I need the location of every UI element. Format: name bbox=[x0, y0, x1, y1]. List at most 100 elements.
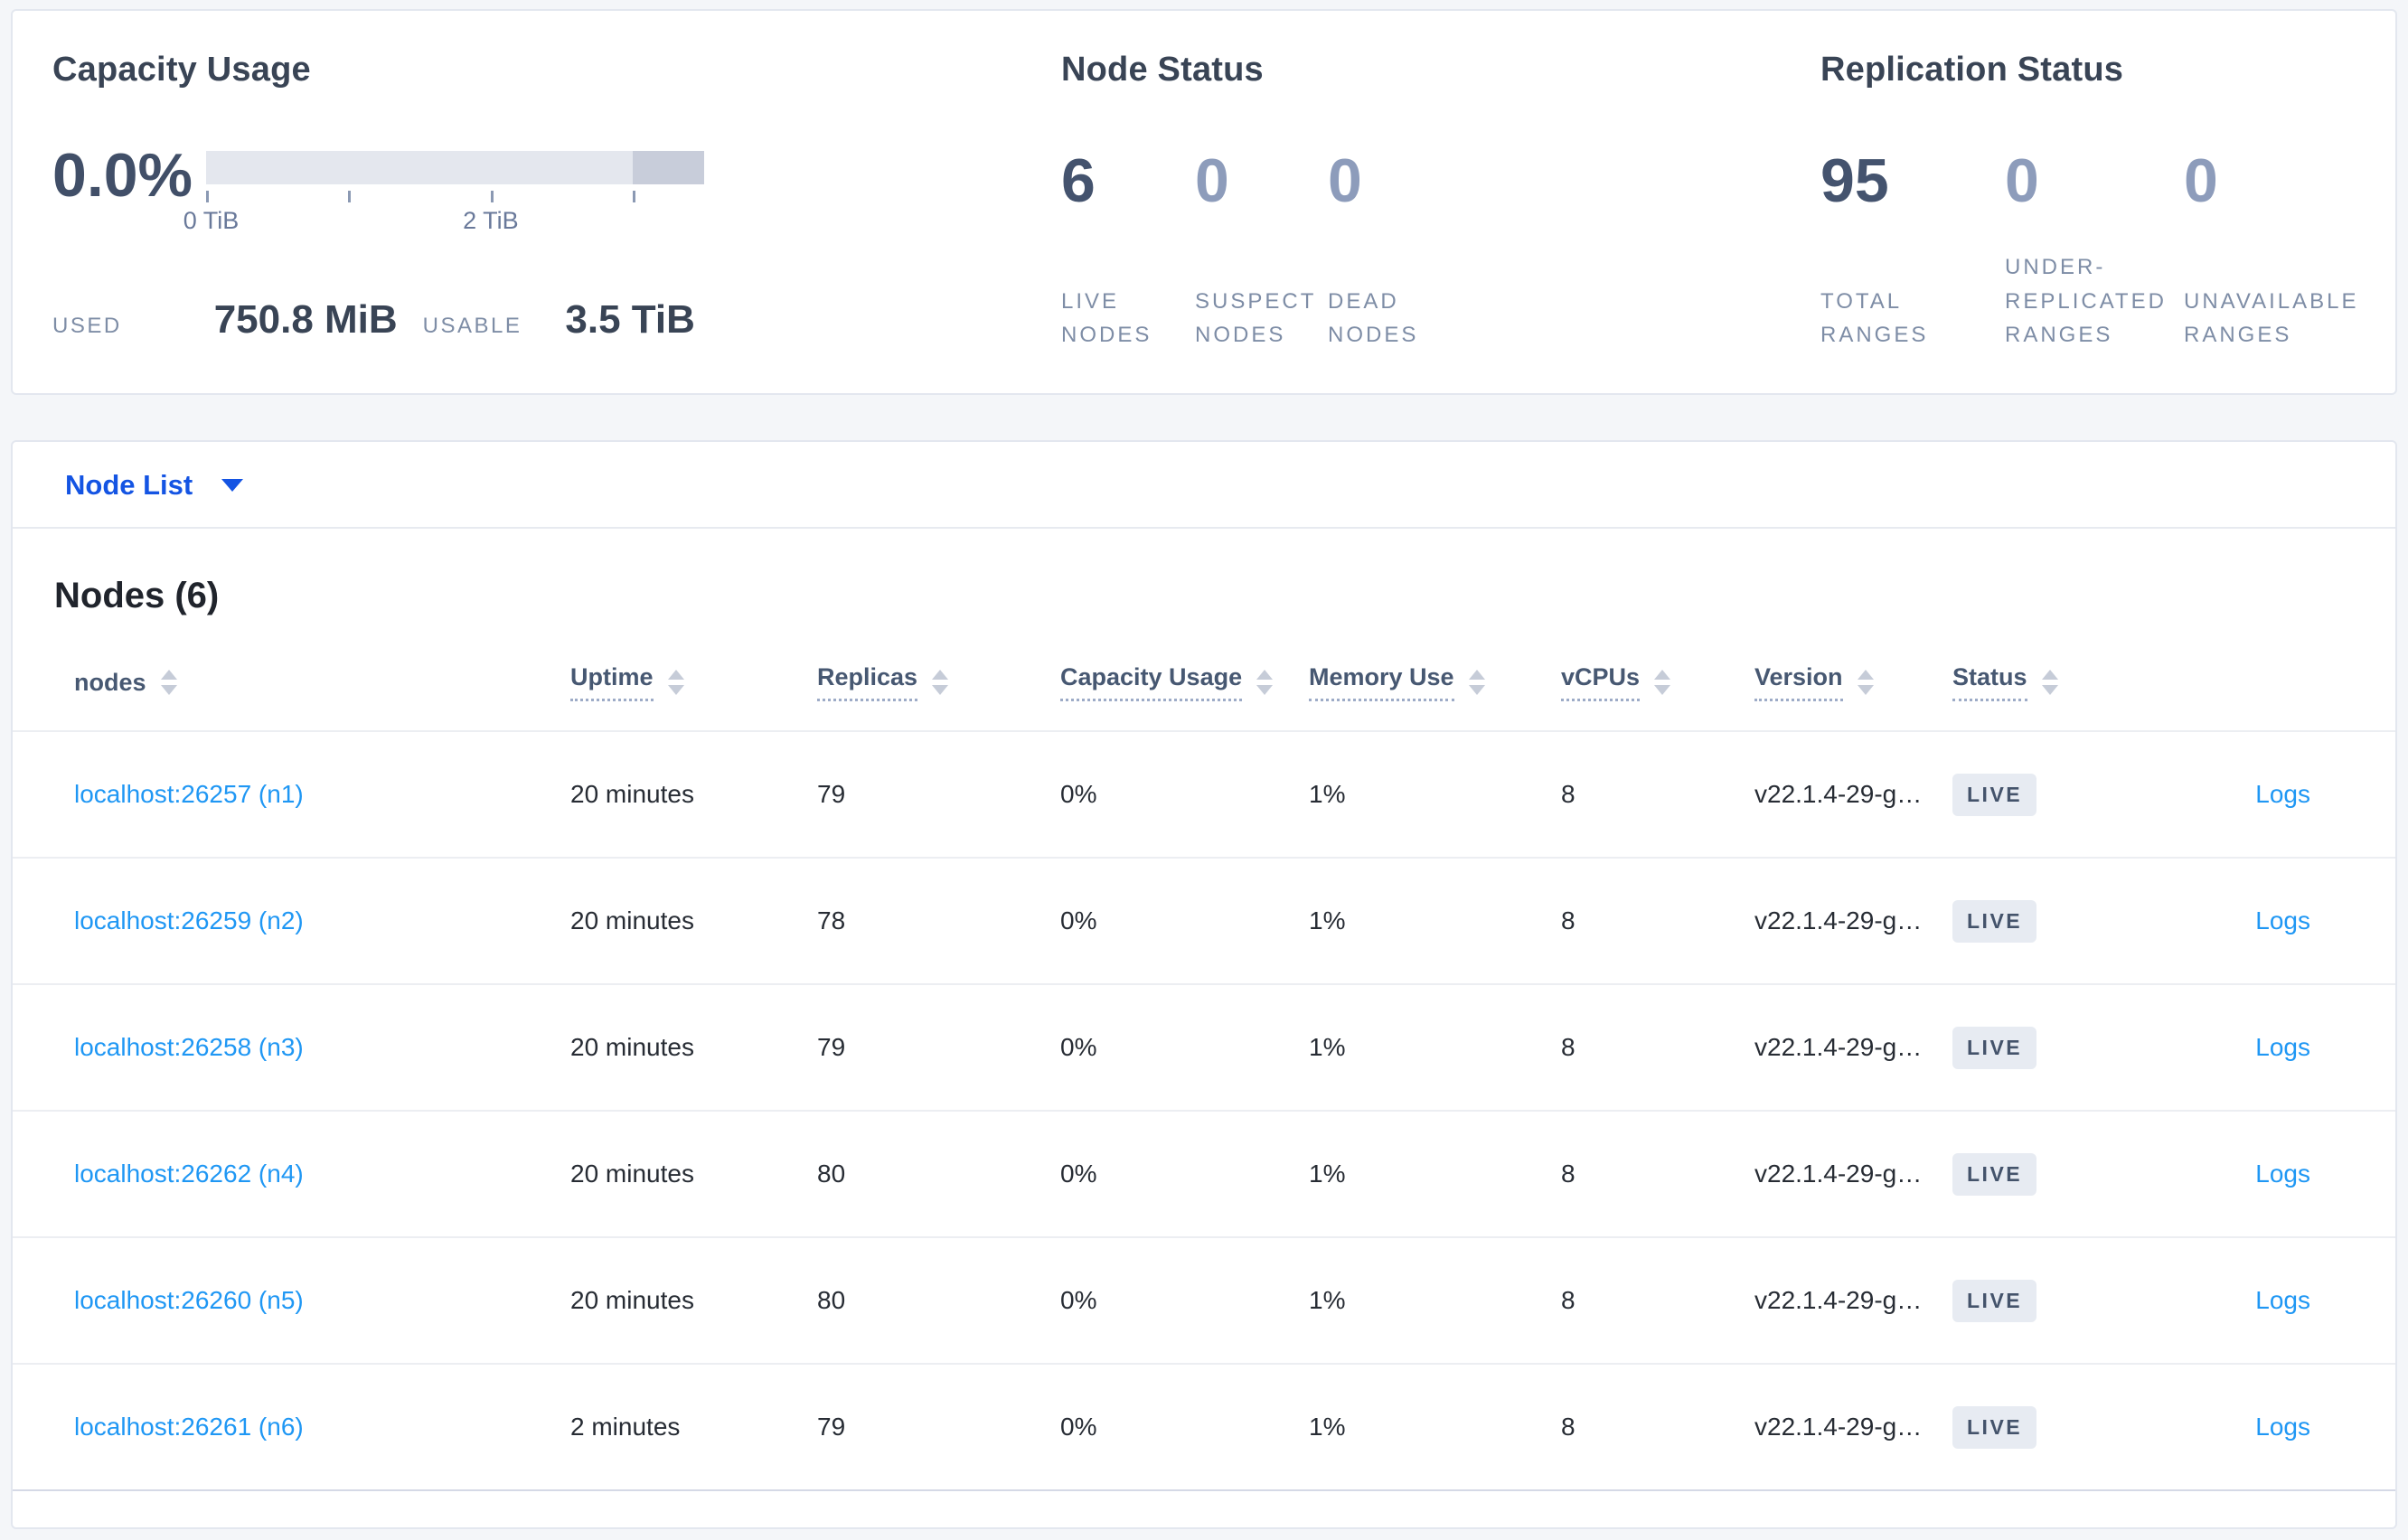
uptime-cell: 20 minutes bbox=[570, 1237, 817, 1365]
live-nodes-metric: 6 LIVE NODES bbox=[1061, 148, 1195, 352]
node-status-section: Node Status 6 LIVE NODES 0 SUSPECT NODES… bbox=[1061, 11, 1820, 393]
dead-nodes-metric: 0 DEAD NODES bbox=[1328, 148, 1419, 352]
capacity-bar: 0 TiB 2 TiB bbox=[183, 151, 704, 238]
node-status-metrics: 6 LIVE NODES 0 SUSPECT NODES 0 DEAD NODE… bbox=[1061, 146, 1820, 352]
version-cell: v22.1.4-29-g… bbox=[1754, 984, 1952, 1112]
capacity-bar-track bbox=[206, 151, 704, 184]
logs-link[interactable]: Logs bbox=[2255, 1033, 2310, 1061]
capacity-usage-title: Capacity Usage bbox=[52, 51, 311, 89]
node-address-link[interactable]: localhost:26258 (n3) bbox=[74, 1033, 304, 1061]
version-cell: v22.1.4-29-g… bbox=[1754, 858, 1952, 985]
replicas-cell: 78 bbox=[817, 858, 1060, 985]
logs-link[interactable]: Logs bbox=[2255, 1160, 2310, 1188]
tick-label-0tib: 0 TiB bbox=[183, 207, 240, 234]
capacity-usage-section: Capacity Usage 0.0% 0 TiB 2 TiB bbox=[52, 11, 1061, 393]
usable-value: 3.5 TiB bbox=[565, 297, 695, 342]
nodes-table: nodes Uptime Replicas Capacity Usage bbox=[13, 622, 2395, 1491]
under-replicated-ranges-metric: 0 UNDER- REPLICATED RANGES bbox=[2005, 146, 2184, 352]
sort-icon bbox=[2041, 670, 2058, 695]
total-ranges-label: TOTAL RANGES bbox=[1820, 288, 1929, 347]
under-replicated-ranges-count: 0 bbox=[2005, 146, 2039, 215]
table-row: localhost:26262 (n4) 20 minutes 80 0% 1%… bbox=[13, 1111, 2395, 1238]
total-ranges-count: 95 bbox=[1820, 146, 1889, 215]
capacity-percent-value: 0.0% bbox=[52, 141, 193, 210]
capacity-usage-chart: 0.0% 0 TiB 2 TiB bbox=[52, 141, 1061, 238]
node-address-link[interactable]: localhost:26262 (n4) bbox=[74, 1160, 304, 1188]
node-address-link[interactable]: localhost:26257 (n1) bbox=[74, 780, 304, 808]
column-header-status[interactable]: Status bbox=[1952, 622, 2106, 732]
node-address-link[interactable]: localhost:26259 (n2) bbox=[74, 906, 304, 934]
node-list-card: Node List Nodes (6) nodes Uptime bbox=[11, 440, 2397, 1529]
memory-use-cell: 1% bbox=[1309, 1111, 1561, 1238]
node-list-dropdown[interactable]: Node List bbox=[13, 442, 2395, 529]
capacity-usage-cell: 0% bbox=[1060, 1237, 1309, 1365]
tick-mark bbox=[633, 191, 636, 202]
sort-icon bbox=[932, 670, 949, 695]
logs-link[interactable]: Logs bbox=[2255, 1286, 2310, 1314]
uptime-cell: 20 minutes bbox=[570, 984, 817, 1112]
vcpus-cell: 8 bbox=[1561, 1237, 1754, 1365]
table-row: localhost:26261 (n6) 2 minutes 79 0% 1% … bbox=[13, 1364, 2395, 1491]
logs-link[interactable]: Logs bbox=[2255, 1413, 2310, 1441]
memory-use-cell: 1% bbox=[1309, 858, 1561, 985]
status-badge: LIVE bbox=[1952, 773, 2037, 816]
tick-mark bbox=[206, 191, 209, 202]
status-badge: LIVE bbox=[1952, 899, 2037, 943]
suspect-nodes-metric: 0 SUSPECT NODES bbox=[1195, 146, 1328, 352]
logs-link[interactable]: Logs bbox=[2255, 906, 2310, 934]
version-cell: v22.1.4-29-g… bbox=[1754, 731, 1952, 859]
vcpus-cell: 8 bbox=[1561, 1111, 1754, 1238]
vcpus-cell: 8 bbox=[1561, 984, 1754, 1112]
column-header-replicas[interactable]: Replicas bbox=[817, 622, 1060, 732]
capacity-bar-ticks bbox=[206, 191, 704, 203]
sort-icon bbox=[1654, 670, 1671, 695]
replication-status-title: Replication Status bbox=[1820, 51, 2124, 89]
node-list-dropdown-label: Node List bbox=[65, 469, 193, 501]
status-badge: LIVE bbox=[1952, 1152, 2037, 1196]
tick-mark bbox=[490, 191, 494, 202]
suspect-nodes-count: 0 bbox=[1195, 146, 1229, 215]
memory-use-cell: 1% bbox=[1309, 731, 1561, 859]
capacity-bar-tick-labels: 0 TiB 2 TiB bbox=[183, 207, 704, 238]
memory-use-cell: 1% bbox=[1309, 1237, 1561, 1365]
sort-icon bbox=[160, 670, 177, 695]
replicas-cell: 79 bbox=[817, 1364, 1060, 1491]
used-value: 750.8 MiB bbox=[213, 297, 398, 342]
table-row: localhost:26258 (n3) 20 minutes 79 0% 1%… bbox=[13, 984, 2395, 1112]
capacity-used-usable-row: USED 750.8 MiB USABLE 3.5 TiB bbox=[52, 297, 1061, 343]
version-cell: v22.1.4-29-g… bbox=[1754, 1111, 1952, 1238]
version-cell: v22.1.4-29-g… bbox=[1754, 1364, 1952, 1491]
node-address-link[interactable]: localhost:26261 (n6) bbox=[74, 1413, 304, 1441]
table-row: localhost:26257 (n1) 20 minutes 79 0% 1%… bbox=[13, 731, 2395, 859]
column-header-uptime[interactable]: Uptime bbox=[570, 622, 817, 732]
capacity-usage-cell: 0% bbox=[1060, 984, 1309, 1112]
chevron-down-icon bbox=[221, 479, 244, 492]
column-header-nodes[interactable]: nodes bbox=[13, 622, 570, 732]
column-header-vcpus[interactable]: vCPUs bbox=[1561, 622, 1754, 732]
replication-status-metrics: 95 TOTAL RANGES 0 UNDER- REPLICATED RANG… bbox=[1820, 146, 2395, 352]
tick-mark bbox=[348, 191, 352, 202]
uptime-cell: 2 minutes bbox=[570, 1364, 817, 1491]
vcpus-cell: 8 bbox=[1561, 731, 1754, 859]
cluster-summary-card: Capacity Usage 0.0% 0 TiB 2 TiB bbox=[11, 9, 2397, 395]
column-header-memory-use[interactable]: Memory Use bbox=[1309, 622, 1561, 732]
table-row: localhost:26259 (n2) 20 minutes 78 0% 1%… bbox=[13, 858, 2395, 985]
node-status-title: Node Status bbox=[1061, 51, 1264, 89]
uptime-cell: 20 minutes bbox=[570, 731, 817, 859]
logs-link[interactable]: Logs bbox=[2255, 780, 2310, 808]
unavailable-ranges-count: 0 bbox=[2184, 146, 2218, 215]
sort-icon bbox=[1468, 670, 1485, 695]
uptime-cell: 20 minutes bbox=[570, 1111, 817, 1238]
dead-nodes-label: DEAD NODES bbox=[1328, 288, 1419, 347]
table-header-row: nodes Uptime Replicas Capacity Usage bbox=[13, 622, 2395, 732]
nodes-heading: Nodes (6) bbox=[54, 576, 220, 615]
node-address-link[interactable]: localhost:26260 (n5) bbox=[74, 1286, 304, 1314]
total-ranges-metric: 95 TOTAL RANGES bbox=[1820, 146, 2005, 352]
capacity-usage-cell: 0% bbox=[1060, 731, 1309, 859]
column-header-capacity-usage[interactable]: Capacity Usage bbox=[1060, 622, 1309, 732]
unavailable-ranges-label: UNAVAILABLE RANGES bbox=[2184, 288, 2359, 347]
vcpus-cell: 8 bbox=[1561, 858, 1754, 985]
column-header-version[interactable]: Version bbox=[1754, 622, 1952, 732]
usable-label: USABLE bbox=[422, 314, 522, 338]
